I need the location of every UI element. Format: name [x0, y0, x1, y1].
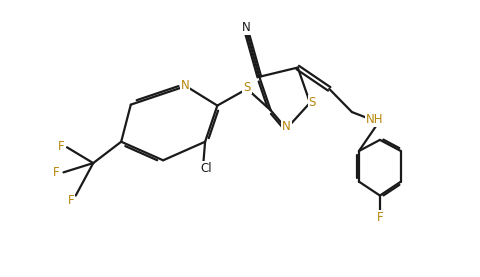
- Text: Cl: Cl: [200, 162, 211, 175]
- Text: S: S: [308, 96, 315, 109]
- Text: N: N: [180, 79, 189, 92]
- Text: N: N: [281, 120, 290, 133]
- Text: F: F: [376, 211, 383, 224]
- Text: F: F: [58, 140, 65, 153]
- Text: N: N: [241, 21, 250, 34]
- Text: S: S: [243, 81, 250, 94]
- Text: F: F: [68, 194, 74, 207]
- Text: F: F: [53, 166, 60, 179]
- Text: NH: NH: [365, 113, 383, 126]
